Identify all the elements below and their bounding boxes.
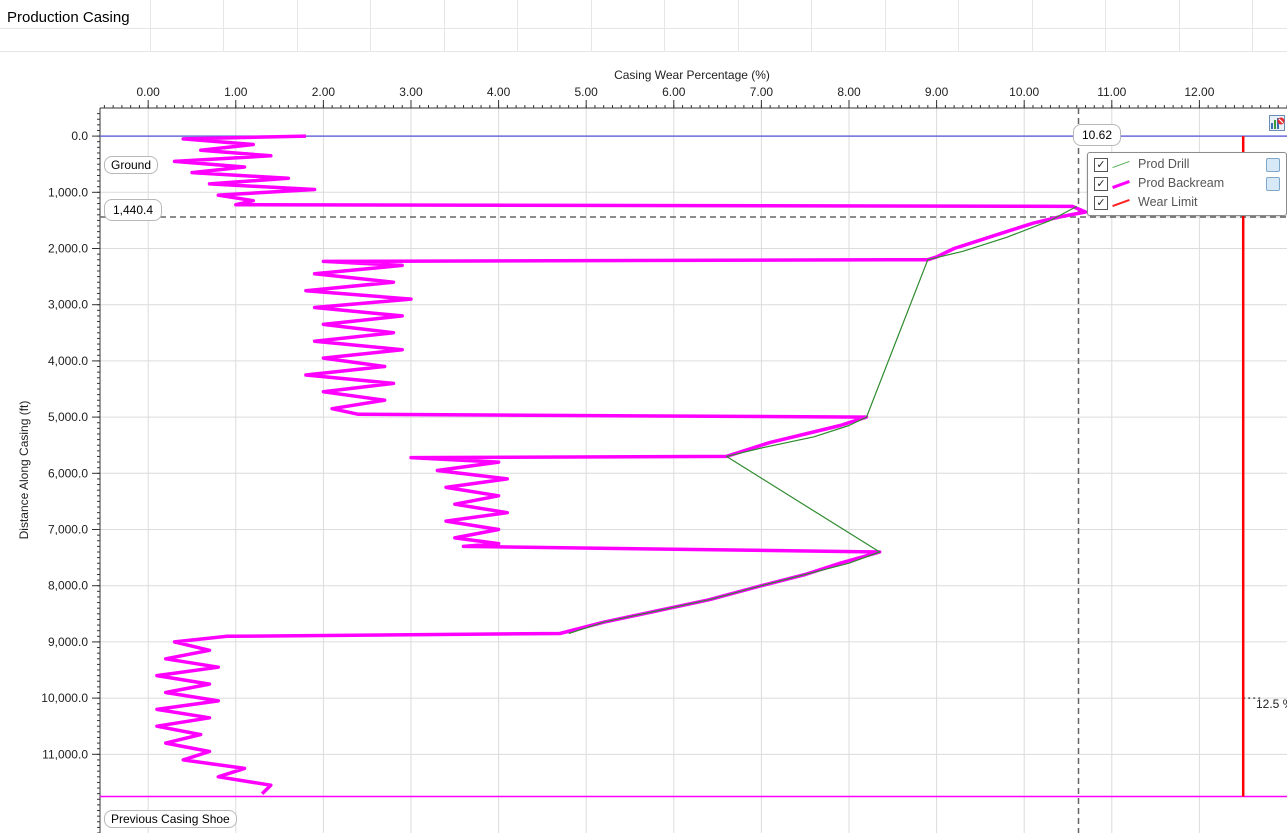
x-tick-label: 2.00 (312, 85, 336, 99)
y-tick-label: 4,000.0 (48, 354, 88, 368)
y-tick-label: 3,000.0 (48, 298, 88, 312)
y-tick-label: 10,000.0 (41, 691, 88, 705)
series-group (155, 134, 1245, 797)
legend-swatch (1112, 180, 1130, 189)
x-tick-label: 8.00 (837, 85, 861, 99)
x-tick-label: 7.00 (750, 85, 774, 99)
legend-label: Prod Backream (1138, 176, 1225, 190)
legend-checkbox[interactable]: ✓ (1094, 196, 1108, 210)
y-tick-label: 1,000.0 (48, 185, 88, 199)
legend-color-button[interactable] (1266, 158, 1280, 172)
legend-swatch (1112, 160, 1130, 169)
max-wear-depth-label: 1,440.4 (104, 199, 163, 221)
x-tick-label: 1.00 (224, 85, 248, 99)
legend-swatch (1112, 198, 1130, 208)
header-grid (0, 0, 1287, 52)
series-prod-backream (155, 134, 1088, 795)
legend-label: Prod Drill (1138, 157, 1190, 171)
x-axis-ticks: 0.00 1.00 2.00 3.00 4.00 5.00 6.00 7.00 8.00 9.00… (100, 85, 1287, 109)
grid-lines (100, 108, 1287, 833)
x-tick-label: 12.00 (1184, 85, 1214, 99)
x-tick-label: 0.00 (137, 85, 161, 99)
x-tick-label: 9.00 (925, 85, 949, 99)
y-tick-label: 2,000.0 (48, 242, 88, 256)
y-tick-label: 7,000.0 (48, 523, 88, 537)
previous-casing-shoe-label: Previous Casing Shoe (104, 810, 237, 828)
y-tick-label: 6,000.0 (48, 466, 88, 480)
series-prod-drill (568, 205, 1078, 635)
y-tick-label: 0.0 (71, 129, 88, 143)
x-tick-label: 6.00 (662, 85, 686, 99)
y-tick-label: 9,000.0 (48, 635, 88, 649)
legend-checkbox[interactable]: ✓ (1094, 158, 1108, 172)
x-axis-title: Casing Wear Percentage (%) (614, 68, 770, 82)
x-tick-label: 3.00 (399, 85, 423, 99)
x-tick-label: 10.00 (1009, 85, 1039, 99)
legend-label: Wear Limit (1138, 195, 1198, 209)
ground-label: Ground (104, 156, 159, 174)
max-wear-value-label: 10.62 (1073, 124, 1122, 146)
chart-options-icon[interactable] (1269, 115, 1285, 131)
legend-color-button[interactable] (1266, 177, 1280, 191)
y-tick-label: 5,000.0 (48, 410, 88, 424)
panel-title: Production Casing (7, 9, 130, 26)
chart-legend: ✓ Prod Drill ✓ Prod Backream ✓ Wear Limi… (1087, 152, 1287, 216)
x-tick-label: 4.00 (487, 85, 511, 99)
legend-item-prod-drill[interactable]: ✓ Prod Drill (1094, 156, 1280, 174)
legend-checkbox[interactable]: ✓ (1094, 177, 1108, 191)
legend-item-wear-limit[interactable]: ✓ Wear Limit (1094, 194, 1280, 212)
wear-limit-value-label: 12.5 % (1256, 697, 1287, 711)
legend-item-prod-backream[interactable]: ✓ Prod Backream (1094, 175, 1280, 193)
x-tick-label: 11.00 (1097, 85, 1126, 99)
y-axis-ticks: 0.0 1,000.0 2,000.0 3,000.0 4,000.0 5,000.0 6,… (41, 108, 101, 833)
x-tick-label: 5.00 (575, 85, 599, 99)
y-tick-label: 8,000.0 (48, 579, 88, 593)
y-tick-label: 11,000.0 (42, 747, 88, 761)
y-axis-title: Distance Along Casing (ft) (17, 401, 31, 540)
